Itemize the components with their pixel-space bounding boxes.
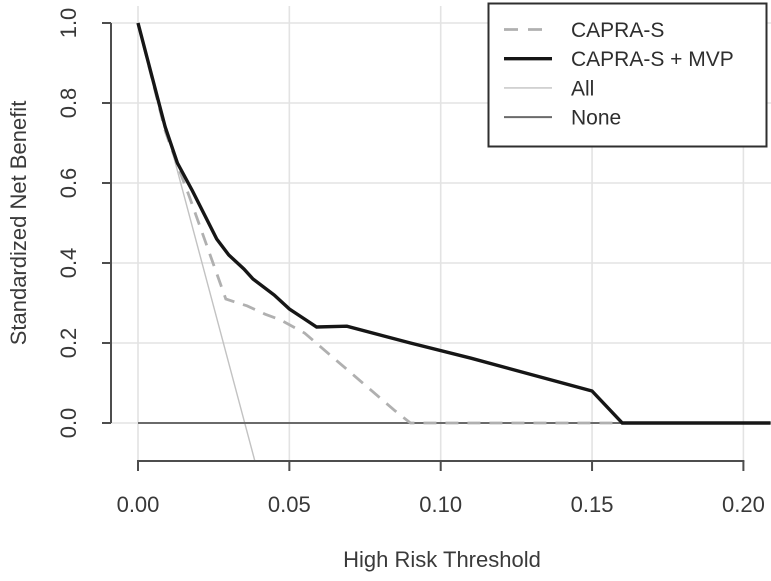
legend-item-label: CAPRA-S — [571, 19, 664, 42]
legend: CAPRA-S CAPRA-S + MVP All None — [487, 2, 768, 148]
y-tick-label: 0.6 — [56, 168, 81, 199]
y-tick-label: 1.0 — [56, 8, 81, 39]
x-tick-label: 0.20 — [722, 492, 765, 517]
y-tick-label: 0.8 — [56, 88, 81, 119]
legend-item: CAPRA-S + MVP — [504, 48, 734, 71]
legend-box — [487, 2, 768, 148]
x-tick-label: 0.05 — [268, 492, 311, 517]
y-tick-label: 0.4 — [56, 248, 81, 279]
legend-item-label: CAPRA-S + MVP — [571, 48, 734, 71]
x-tick-label: 0.15 — [571, 492, 614, 517]
series-line-capra-s — [136, 22, 771, 425]
x-tick-label: 0.10 — [419, 492, 462, 517]
axes — [102, 22, 745, 471]
legend-item: CAPRA-S — [504, 19, 664, 42]
legend-item: None — [504, 107, 621, 130]
y-tick-label: 0.2 — [56, 328, 81, 359]
x-axis-label: High Risk Threshold — [343, 547, 541, 572]
legend-item-label: None — [571, 107, 621, 130]
y-tick-label: 0.0 — [56, 408, 81, 439]
tick-labels: 0.00 0.05 0.10 0.15 0.20 0.0 0.2 0.4 0.6 0.8 1.0 — [56, 8, 765, 517]
series-lines — [136, 22, 771, 462]
legend-item-label: All — [571, 77, 594, 100]
legend-item: All — [504, 77, 594, 100]
series-line-capra-s-mvp — [136, 22, 771, 425]
x-tick-label: 0.00 — [117, 492, 160, 517]
y-axis-label: Standardized Net Benefit — [6, 101, 31, 346]
